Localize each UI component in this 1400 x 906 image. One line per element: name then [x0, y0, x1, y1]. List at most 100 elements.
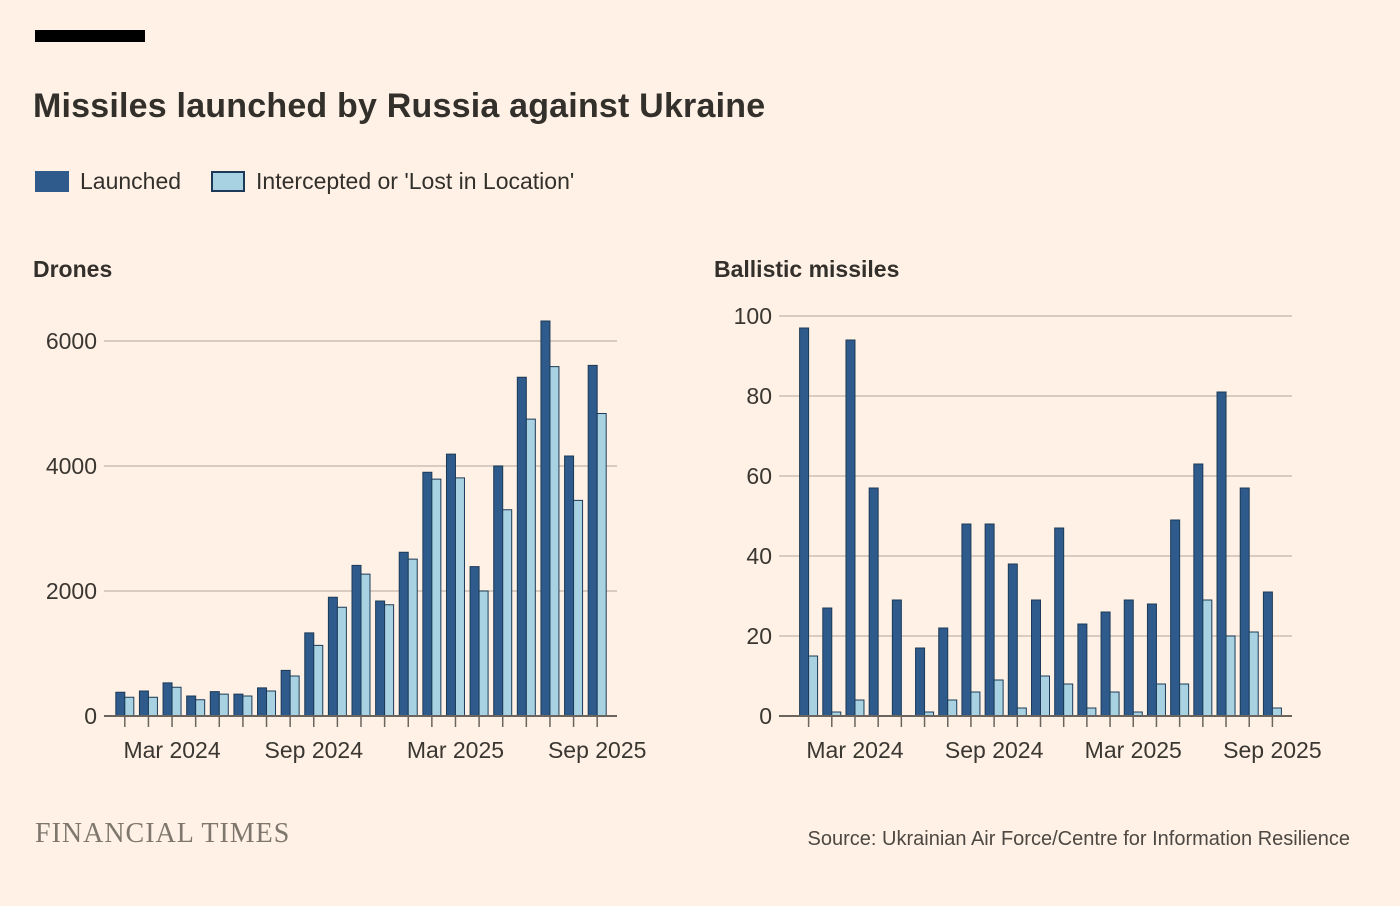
x-axis-tick-label: Mar 2024	[123, 737, 220, 763]
launched-bar	[257, 687, 268, 717]
intercepted-bar	[854, 699, 865, 717]
launched-bar	[493, 465, 504, 717]
y-axis-tick-label: 40	[746, 543, 772, 569]
launched-bar	[1054, 527, 1065, 717]
intercepted-bar	[970, 691, 981, 717]
launched-bar	[304, 632, 315, 717]
launched-bar	[1216, 391, 1227, 717]
intercepted-bar	[195, 699, 206, 717]
launched-bar	[186, 695, 197, 717]
intercepted-bar	[1248, 631, 1259, 717]
intercepted-bar	[1225, 635, 1236, 717]
launched-bar	[398, 551, 409, 717]
intercepted-bar	[1109, 691, 1120, 717]
launched-bar	[1170, 519, 1181, 717]
launched-bar	[162, 682, 173, 717]
y-axis-tick-label: 4000	[46, 453, 97, 479]
launched-bar	[138, 690, 149, 717]
intercepted-bar	[360, 573, 371, 717]
ballistic-chart-title: Ballistic missiles	[714, 256, 900, 282]
launched-bar	[351, 564, 362, 717]
x-axis-tick-label: Mar 2025	[407, 737, 504, 763]
x-axis-tick-label: Sep 2024	[265, 737, 364, 763]
intercepted-bar	[502, 509, 513, 717]
ballistic-chart: 0 20 40 60 80 100 Mar 2024 Sep 2024 Mar 2025 Sep …	[734, 303, 1322, 763]
y-axis-tick-label: 0	[84, 703, 97, 729]
launched-bar	[540, 320, 551, 717]
intercepted-bar	[947, 699, 958, 717]
intercepted-bar	[313, 644, 324, 717]
intercepted-swatch-icon	[211, 171, 246, 192]
intercepted-bar	[573, 499, 584, 717]
ballistic-chart-block: Ballistic missiles 0 20 40 60 80 100 Mar 2024 S…	[714, 256, 1394, 781]
y-axis-tick-label: 6000	[46, 328, 97, 354]
launched-bar	[375, 600, 386, 717]
intercepted-bar	[525, 418, 536, 717]
launched-bar	[961, 523, 972, 717]
launched-bar	[868, 487, 879, 717]
intercepted-bar	[407, 558, 418, 717]
x-axis-tick-label: Mar 2024	[806, 737, 903, 763]
x-axis-tick-label: Sep 2025	[548, 737, 646, 763]
legend-label-launched: Launched	[80, 168, 182, 194]
legend-label-intercepted: Intercepted or 'Lost in Location'	[256, 168, 575, 194]
intercepted-bar	[993, 679, 1004, 717]
intercepted-bar	[1040, 675, 1050, 717]
launched-bar	[1100, 611, 1111, 717]
launched-bar	[1193, 463, 1204, 717]
launched-bar	[587, 364, 598, 717]
launched-bar	[1007, 563, 1018, 717]
launched-bar	[1123, 599, 1134, 717]
intercepted-bar	[289, 675, 300, 717]
intercepted-bar	[384, 604, 395, 717]
page-title: Missiles launched by Russia against Ukra…	[33, 86, 766, 125]
launched-bar	[1146, 603, 1157, 717]
ft-kicker-bar	[35, 30, 145, 42]
y-axis-tick-label: 60	[746, 463, 772, 489]
launched-bar	[845, 339, 856, 717]
intercepted-bar	[1086, 707, 1097, 717]
legend-item-launched: Launched	[35, 168, 181, 195]
intercepted-bar	[266, 690, 277, 717]
launched-bar	[516, 376, 527, 717]
y-axis-tick-label: 0	[759, 703, 772, 729]
intercepted-bar	[242, 695, 253, 717]
intercepted-bar	[1202, 599, 1213, 717]
intercepted-bar	[596, 413, 607, 717]
x-axis-tick-label: Mar 2025	[1085, 737, 1182, 763]
intercepted-bar	[1155, 683, 1166, 717]
launched-bar	[915, 647, 926, 717]
intercepted-bar	[549, 366, 560, 717]
x-axis-tick-label: Sep 2025	[1223, 737, 1321, 763]
drones-chart-block: Drones 0 2000 4000 6000 Mar 2024 Sep 2024 Mar …	[33, 256, 695, 781]
legend-item-intercepted: Intercepted or 'Lost in Location'	[211, 168, 574, 195]
launched-bar	[445, 453, 456, 717]
drones-chart: 0 2000 4000 6000 Mar 2024 Sep 2024 Mar 2025 Sep…	[46, 320, 646, 763]
intercepted-bar	[1271, 707, 1282, 717]
launched-bar	[1239, 487, 1250, 717]
y-axis-tick-label: 100	[734, 303, 772, 329]
launched-bar	[822, 607, 833, 717]
intercepted-bar	[1063, 683, 1074, 717]
intercepted-bar	[147, 696, 158, 717]
intercepted-bar	[218, 693, 229, 717]
x-axis-tick-label: Sep 2024	[945, 737, 1044, 763]
intercepted-bar	[171, 686, 182, 717]
launched-bar	[327, 596, 338, 717]
ft-logo: FINANCIAL TIMES	[35, 818, 291, 849]
launched-bar	[115, 691, 126, 717]
launched-bar	[280, 669, 291, 717]
intercepted-bar	[124, 696, 135, 717]
intercepted-bar	[431, 478, 442, 717]
launched-bar	[1031, 599, 1041, 717]
launched-bar	[469, 566, 480, 717]
launched-bar	[564, 455, 575, 717]
intercepted-bar	[1016, 707, 1027, 717]
drones-chart-title: Drones	[33, 256, 113, 282]
intercepted-bar	[808, 655, 819, 717]
source-note: Source: Ukrainian Air Force/Centre for I…	[807, 828, 1350, 850]
launched-bar	[1262, 591, 1273, 717]
launched-bar	[938, 627, 949, 717]
launched-bar	[984, 523, 995, 717]
launched-bar	[799, 327, 810, 717]
